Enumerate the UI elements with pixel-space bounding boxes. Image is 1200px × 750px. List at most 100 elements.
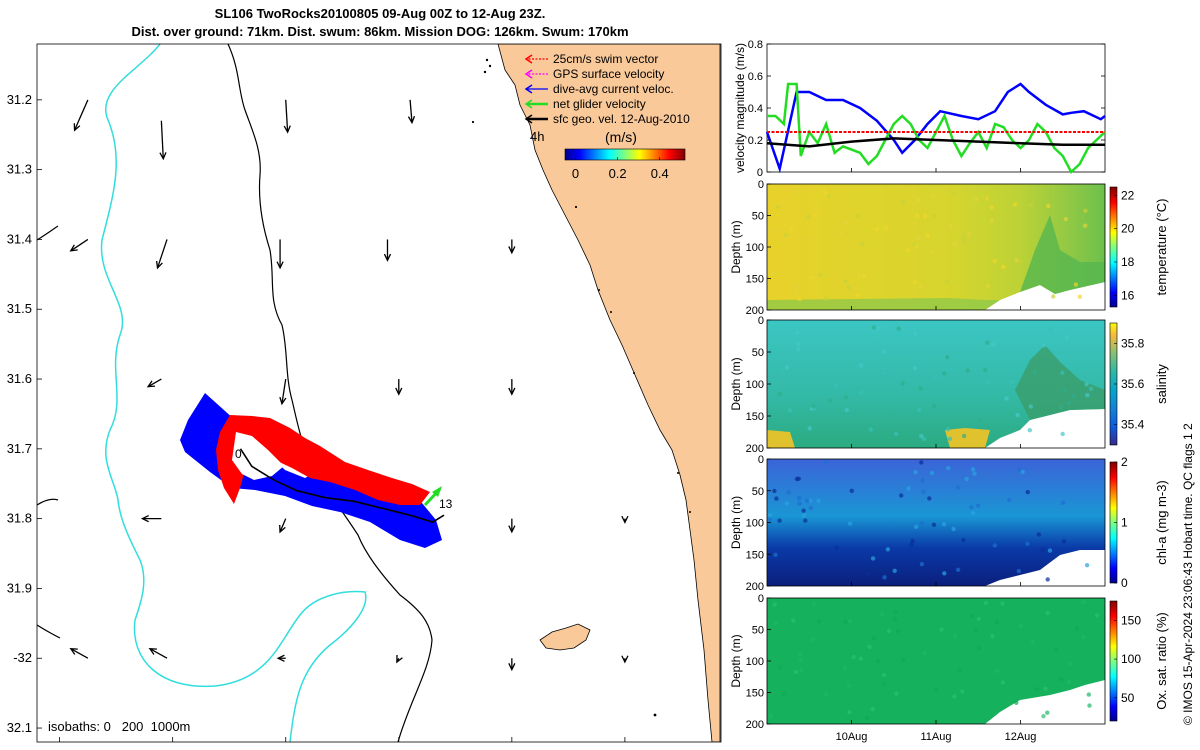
profile-sample-dot bbox=[822, 187, 827, 193]
profile-sample-dot bbox=[1074, 626, 1080, 631]
profile-sample-dot bbox=[916, 197, 921, 203]
time-step-label: 4h bbox=[530, 129, 544, 144]
profile-sample-dot bbox=[918, 386, 923, 391]
profile-sample-dot bbox=[868, 427, 873, 432]
sfc-vector-shaft bbox=[409, 99, 413, 123]
map-x-axis: 114.6 114.8 115 115.2 115.4 115.6 bbox=[44, 737, 641, 750]
legend-label: GPS surface velocity bbox=[553, 67, 664, 81]
profile-sample-dot bbox=[1084, 563, 1090, 568]
profile-sample-dot bbox=[1047, 548, 1053, 553]
isobath-1000m bbox=[37, 225, 61, 639]
chlorophyll-panel bbox=[767, 459, 1105, 586]
profile-y-tick-label: 100 bbox=[746, 242, 764, 254]
colorbar-label: Ox. sat. ratio (%) bbox=[1154, 612, 1169, 710]
profile-sample-dot bbox=[794, 289, 799, 295]
profile-sample-dot bbox=[803, 518, 808, 523]
sfc-vector-head bbox=[140, 515, 149, 523]
profile-sample-dot bbox=[1045, 577, 1050, 582]
profile-sample-dot bbox=[1087, 703, 1092, 708]
profile-sample-dot bbox=[795, 341, 801, 346]
profile-sample-dot bbox=[767, 517, 773, 522]
profile-sample-dot bbox=[787, 408, 793, 413]
colorbar-tick-label: 22 bbox=[1121, 188, 1135, 202]
sfc-vector-shaft bbox=[279, 518, 287, 533]
profile-sample-dot bbox=[1048, 326, 1054, 331]
oxygen-field bbox=[767, 598, 1105, 724]
profile-sample-dot bbox=[816, 498, 821, 503]
profile-y-tick-label: 200 bbox=[746, 581, 764, 593]
temperature-field bbox=[767, 184, 1105, 310]
coastal-rocks bbox=[471, 58, 691, 717]
profile-sample-dot bbox=[777, 391, 782, 397]
profile-sample-dot bbox=[1063, 216, 1069, 222]
colorbar-tick-label: 18 bbox=[1121, 255, 1135, 269]
profile-sample-dot bbox=[892, 568, 897, 573]
sfc-vector-shaft bbox=[147, 378, 162, 388]
profile-sample-dot bbox=[1066, 400, 1072, 406]
map-y-tick-label: 31.5 bbox=[7, 301, 32, 316]
profile-sample-dot bbox=[994, 668, 999, 674]
profile-sample-dot bbox=[909, 542, 914, 547]
profile-sample-dot bbox=[919, 460, 924, 465]
profile-sample-dot bbox=[870, 556, 876, 561]
profile-sample-dot bbox=[784, 365, 790, 370]
map-x-tick-label: 114.6 bbox=[44, 748, 76, 750]
profile-sample-dot bbox=[1077, 294, 1083, 299]
sfc-vector-head bbox=[73, 123, 81, 132]
colorbar-tick-label: 0 bbox=[572, 166, 579, 181]
sfc-vector-head bbox=[279, 396, 287, 406]
profile-sample-dot bbox=[773, 621, 779, 626]
profile-sample-dot bbox=[881, 672, 887, 678]
velocity-series bbox=[765, 82, 1106, 175]
profile-y-tick-label: 150 bbox=[746, 688, 764, 700]
profile-sample-dot bbox=[858, 656, 864, 661]
profile-sample-dot bbox=[948, 224, 953, 229]
profile-sample-dot bbox=[923, 213, 928, 219]
sfc-vector-head bbox=[621, 655, 629, 664]
velocity-y-label: velocity magnitude (m/s) bbox=[733, 43, 747, 173]
profile-sample-dot bbox=[797, 501, 802, 506]
profile-sample-dot bbox=[950, 190, 956, 195]
map-x-tick-label: 115.4 bbox=[496, 748, 528, 750]
profile-sample-dot bbox=[1000, 601, 1005, 606]
profile-sample-dot bbox=[1013, 202, 1018, 207]
colorbar-tick-label: 50 bbox=[1121, 691, 1135, 705]
sfc-vector-shaft bbox=[281, 378, 287, 404]
profile-sample-dot bbox=[793, 284, 799, 289]
profile-sample-dot bbox=[990, 634, 995, 639]
profile-y-tick-label: 50 bbox=[752, 347, 764, 359]
profile-sample-dot bbox=[966, 232, 972, 237]
sfc-vector-head bbox=[69, 244, 78, 252]
profile-sample-dot bbox=[946, 427, 951, 432]
profile-sample-dot bbox=[876, 659, 881, 664]
profile-sample-dot bbox=[805, 214, 811, 219]
profile-sample-dot bbox=[823, 692, 829, 697]
profile-sample-dot bbox=[912, 280, 917, 285]
profile-sample-dot bbox=[976, 645, 982, 651]
profile-sample-dot bbox=[859, 390, 864, 395]
swim-vector-inner-gap bbox=[232, 432, 284, 480]
profile-sample-dot bbox=[916, 236, 921, 241]
profile-sample-dot bbox=[899, 493, 904, 498]
sfc-vector-head bbox=[621, 515, 629, 524]
glider-track-line bbox=[239, 448, 445, 523]
profile-sample-dot bbox=[919, 520, 924, 526]
profile-sample-dot bbox=[847, 683, 852, 688]
profile-y-tick-label: 200 bbox=[746, 305, 764, 317]
profile-sample-dot bbox=[973, 197, 979, 202]
profile-sample-dot bbox=[927, 496, 932, 501]
profile-sample-dot bbox=[847, 521, 853, 526]
colorbar-unit-label: (m/s) bbox=[605, 129, 637, 145]
profile-sample-dot bbox=[906, 248, 911, 253]
profile-sample-dot bbox=[872, 636, 877, 641]
sfc-vector-head bbox=[407, 115, 416, 125]
profile-sample-dot bbox=[962, 233, 967, 238]
profile-y-label: Depth (m) bbox=[729, 496, 743, 549]
map-x-tick-label: 115.2 bbox=[383, 748, 415, 750]
profile-y-label: Depth (m) bbox=[729, 357, 743, 410]
map-y-tick-label: 31.3 bbox=[7, 162, 32, 177]
profile-sample-dot bbox=[1066, 679, 1072, 685]
profile-sample-dot bbox=[807, 426, 812, 431]
profile-sample-dot bbox=[992, 259, 997, 264]
profile-sample-dot bbox=[1025, 489, 1031, 495]
